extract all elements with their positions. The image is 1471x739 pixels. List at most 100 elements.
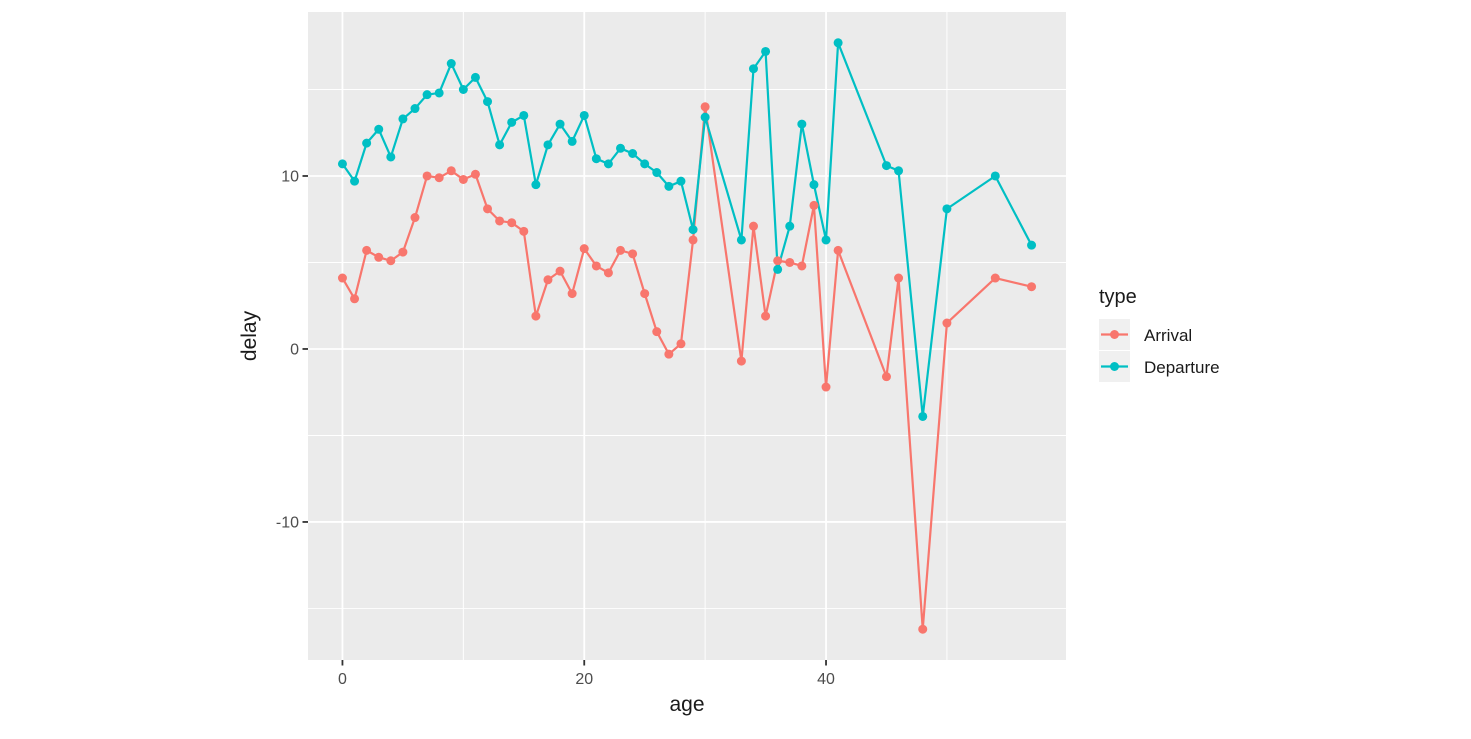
line-arrival (341, 105, 1033, 631)
point-departure (773, 264, 783, 274)
point-arrival (386, 256, 396, 266)
panel-background (308, 12, 1066, 660)
point-arrival (410, 213, 420, 223)
point-arrival (337, 273, 347, 283)
x-tick-label: 40 (817, 671, 835, 688)
point-arrival (434, 173, 444, 183)
point-arrival (809, 200, 819, 210)
point-arrival (603, 268, 613, 278)
y-axis-title: delay (238, 310, 261, 361)
point-arrival (350, 294, 360, 304)
point-arrival (458, 174, 468, 184)
point-arrival (833, 245, 843, 255)
point-departure (748, 64, 758, 74)
point-departure (398, 114, 408, 124)
point-departure (894, 166, 904, 176)
legend-label-departure: Departure (1144, 358, 1220, 377)
point-departure (458, 84, 468, 94)
point-arrival (990, 273, 1000, 283)
plot-panel (308, 12, 1066, 660)
point-departure (809, 180, 819, 190)
y-tick-label: -10 (276, 514, 299, 531)
point-arrival (918, 624, 928, 634)
point-departure (495, 140, 505, 150)
legend-title: type (1099, 286, 1137, 308)
point-arrival (422, 171, 432, 181)
point-arrival (797, 261, 807, 271)
point-arrival (591, 261, 601, 271)
legend-key-departure (1099, 351, 1130, 382)
point-departure (483, 97, 493, 107)
point-arrival (688, 235, 698, 245)
point-arrival (676, 339, 686, 349)
point-departure (374, 124, 384, 134)
point-arrival (894, 273, 904, 283)
point-departure (470, 72, 480, 82)
point-departure (990, 171, 1000, 181)
point-arrival (555, 266, 565, 276)
point-departure (422, 90, 432, 100)
point-departure (362, 138, 372, 148)
point-departure (1027, 240, 1037, 250)
point-departure (628, 149, 638, 159)
point-arrival (664, 349, 674, 359)
point-arrival (495, 216, 505, 226)
point-arrival (736, 356, 746, 366)
point-arrival (785, 257, 795, 267)
y-tick-label: 10 (281, 168, 299, 185)
point-arrival (567, 289, 577, 299)
point-arrival (483, 204, 493, 214)
point-departure (591, 154, 601, 164)
legend-key-point-icon (1110, 362, 1119, 371)
point-arrival (942, 318, 952, 328)
point-arrival (652, 327, 662, 337)
legend-label-arrival: Arrival (1144, 326, 1192, 345)
point-departure (603, 159, 613, 169)
point-arrival (700, 102, 710, 112)
point-arrival (628, 249, 638, 259)
point-arrival (579, 244, 589, 254)
series-layer (337, 38, 1037, 634)
point-arrival (519, 226, 529, 236)
point-departure (567, 136, 577, 146)
point-departure (652, 168, 662, 178)
point-departure (386, 152, 396, 162)
point-departure (700, 112, 710, 122)
point-arrival (616, 245, 626, 255)
point-arrival (507, 218, 517, 228)
point-arrival (773, 256, 783, 266)
x-axis-title: age (669, 693, 704, 716)
line-departure (341, 41, 1033, 418)
point-departure (616, 143, 626, 153)
point-departure (446, 59, 456, 69)
point-departure (942, 204, 952, 214)
legend: type Arrival Departure (1099, 286, 1220, 382)
point-departure (676, 176, 686, 186)
point-arrival (543, 275, 553, 285)
legend-key-point-icon (1110, 330, 1119, 339)
x-tick-label: 0 (338, 671, 347, 688)
point-departure (797, 119, 807, 129)
point-departure (337, 159, 347, 169)
point-arrival (761, 311, 771, 321)
point-departure (410, 104, 420, 114)
point-arrival (362, 245, 372, 255)
point-arrival (446, 166, 456, 176)
point-departure (555, 119, 565, 129)
point-arrival (1027, 282, 1037, 292)
axis-layer: 0 20 40 -10 0 10 (276, 168, 835, 688)
point-departure (543, 140, 553, 150)
point-departure (881, 161, 891, 171)
point-departure (519, 110, 529, 120)
y-tick-label: 0 (290, 341, 299, 358)
point-departure (507, 117, 517, 127)
point-arrival (470, 169, 480, 179)
point-departure (785, 221, 795, 231)
point-departure (918, 411, 928, 421)
point-departure (736, 235, 746, 245)
point-departure (664, 181, 674, 191)
legend-key-arrival (1099, 319, 1130, 350)
point-departure (640, 159, 650, 169)
